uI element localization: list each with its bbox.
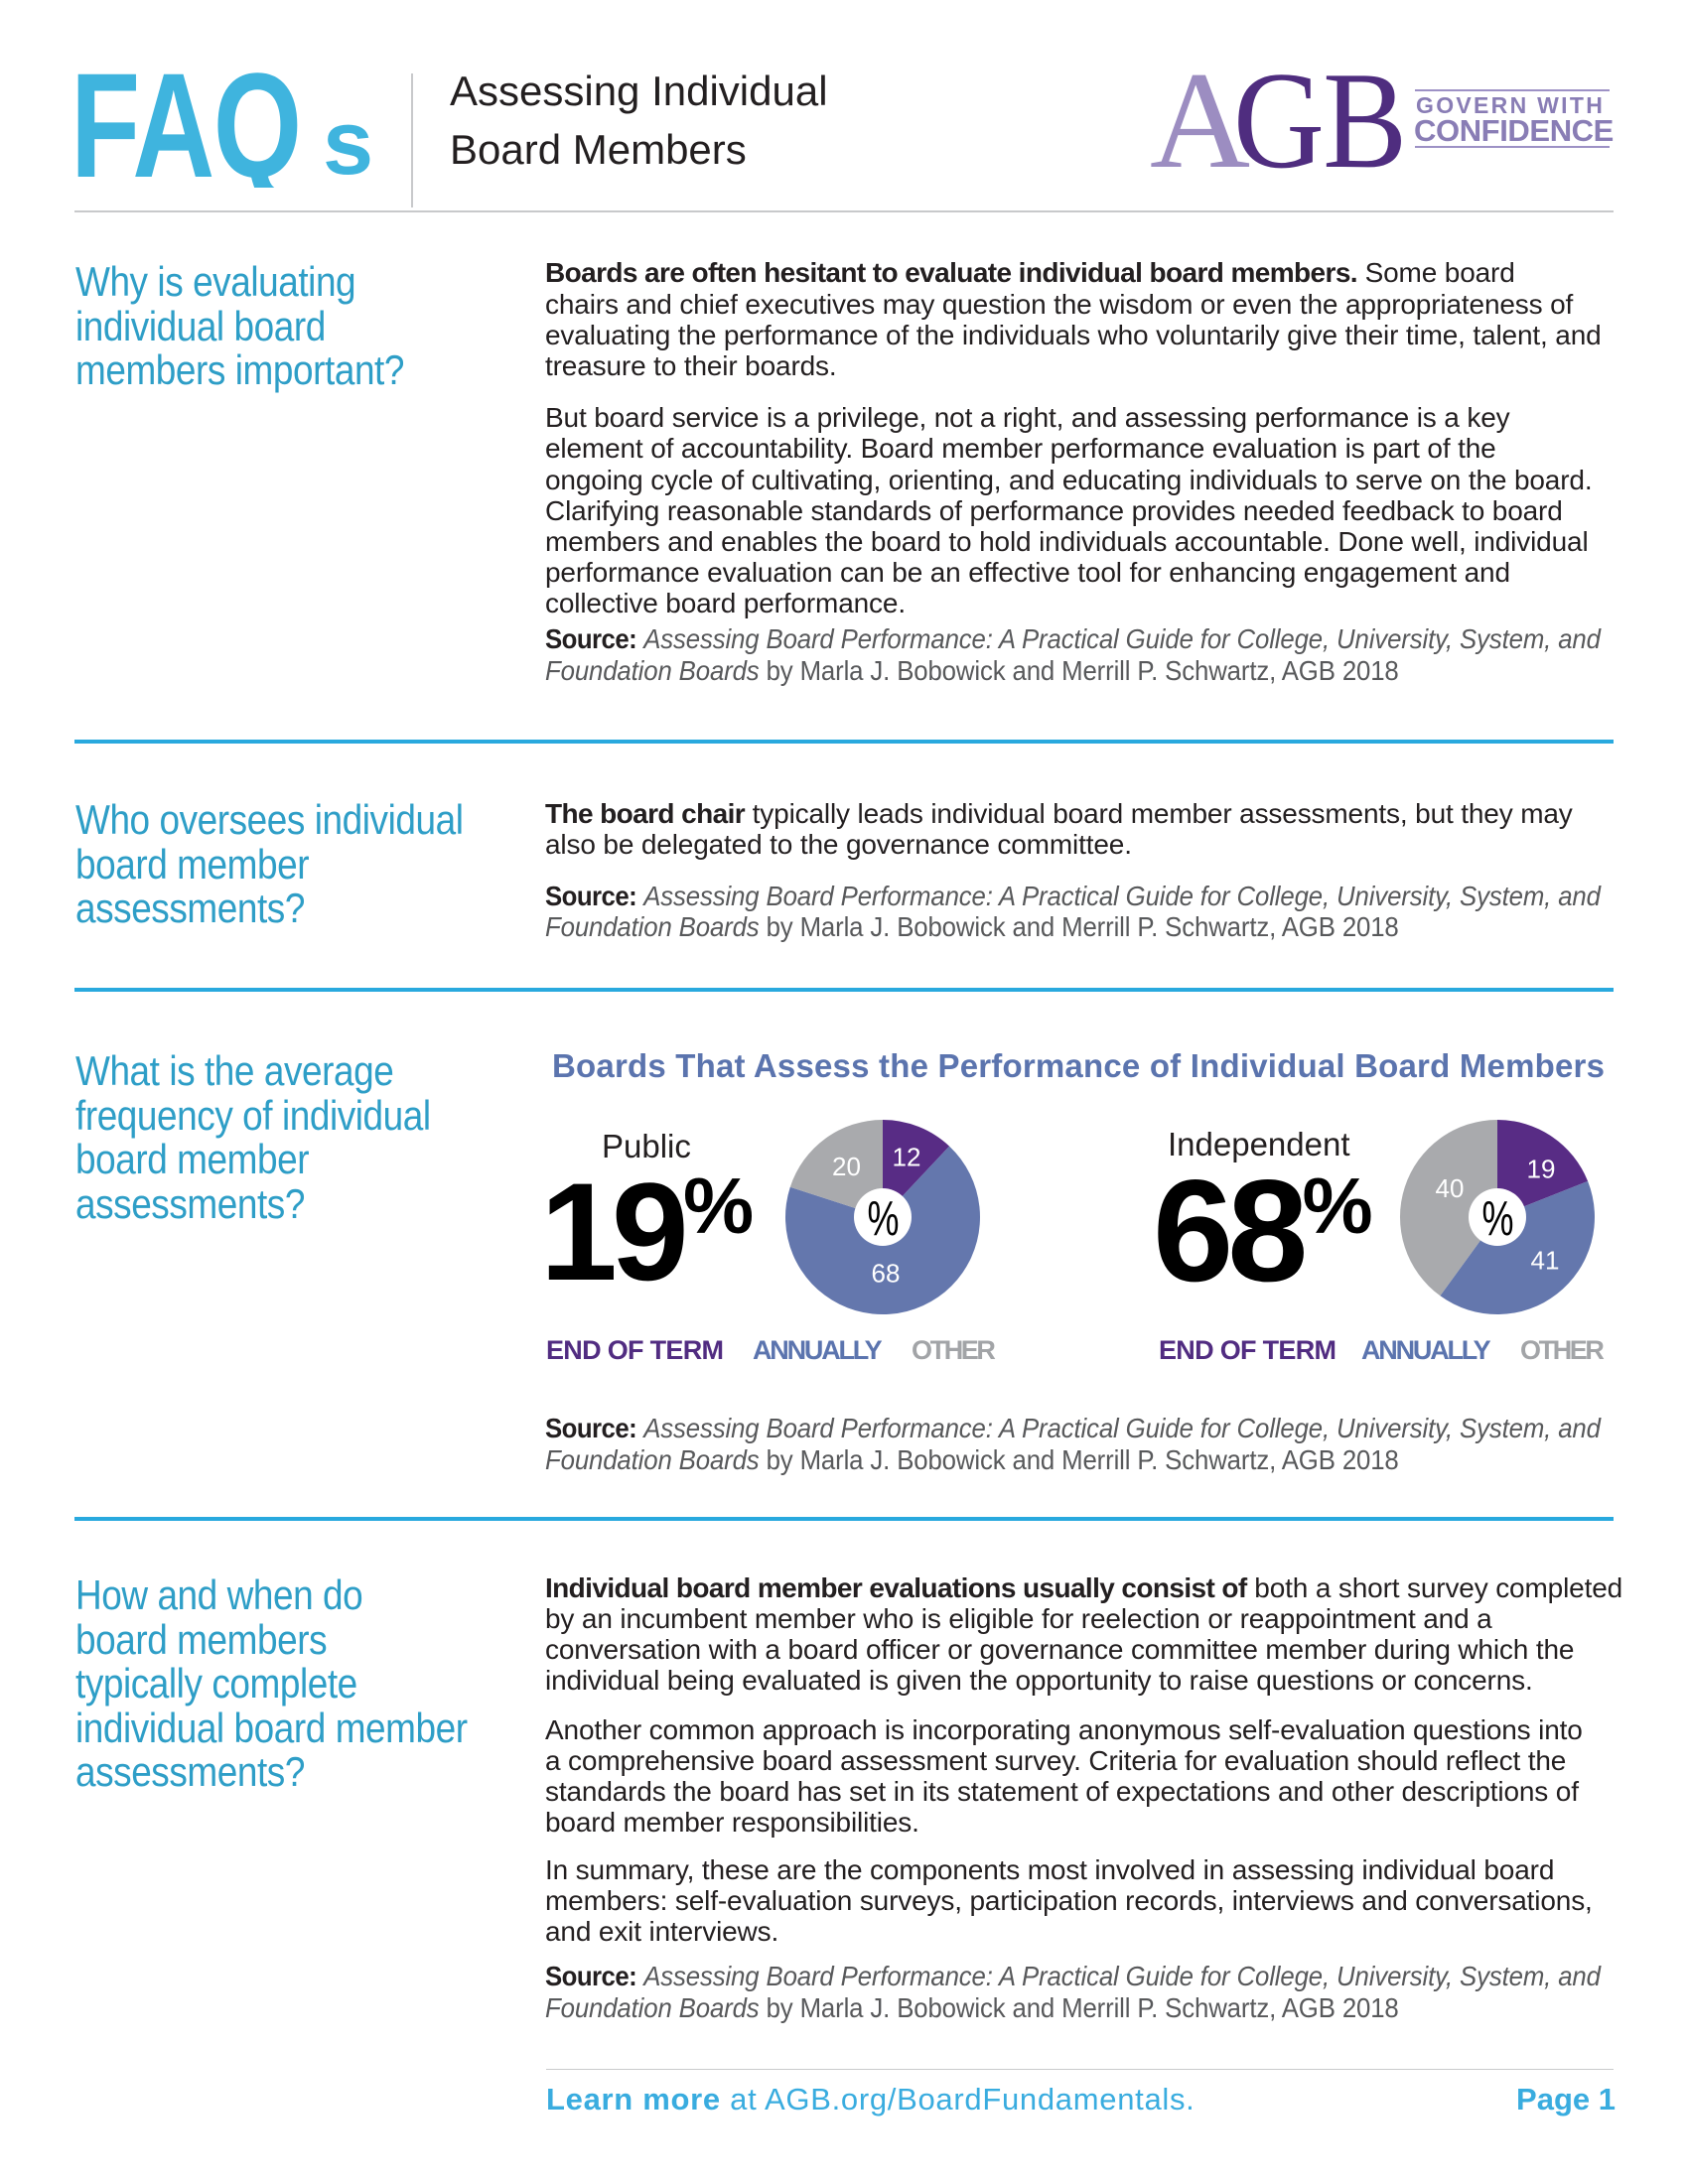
svg-text:%: %	[868, 1192, 900, 1246]
svg-text:12: 12	[893, 1143, 921, 1172]
svg-text:%: %	[1482, 1192, 1514, 1246]
svg-text:68: 68	[872, 1259, 901, 1289]
svg-text:19: 19	[1527, 1155, 1556, 1184]
svg-text:20: 20	[832, 1152, 861, 1181]
svg-text:41: 41	[1531, 1246, 1560, 1276]
svg-text:40: 40	[1436, 1173, 1465, 1203]
